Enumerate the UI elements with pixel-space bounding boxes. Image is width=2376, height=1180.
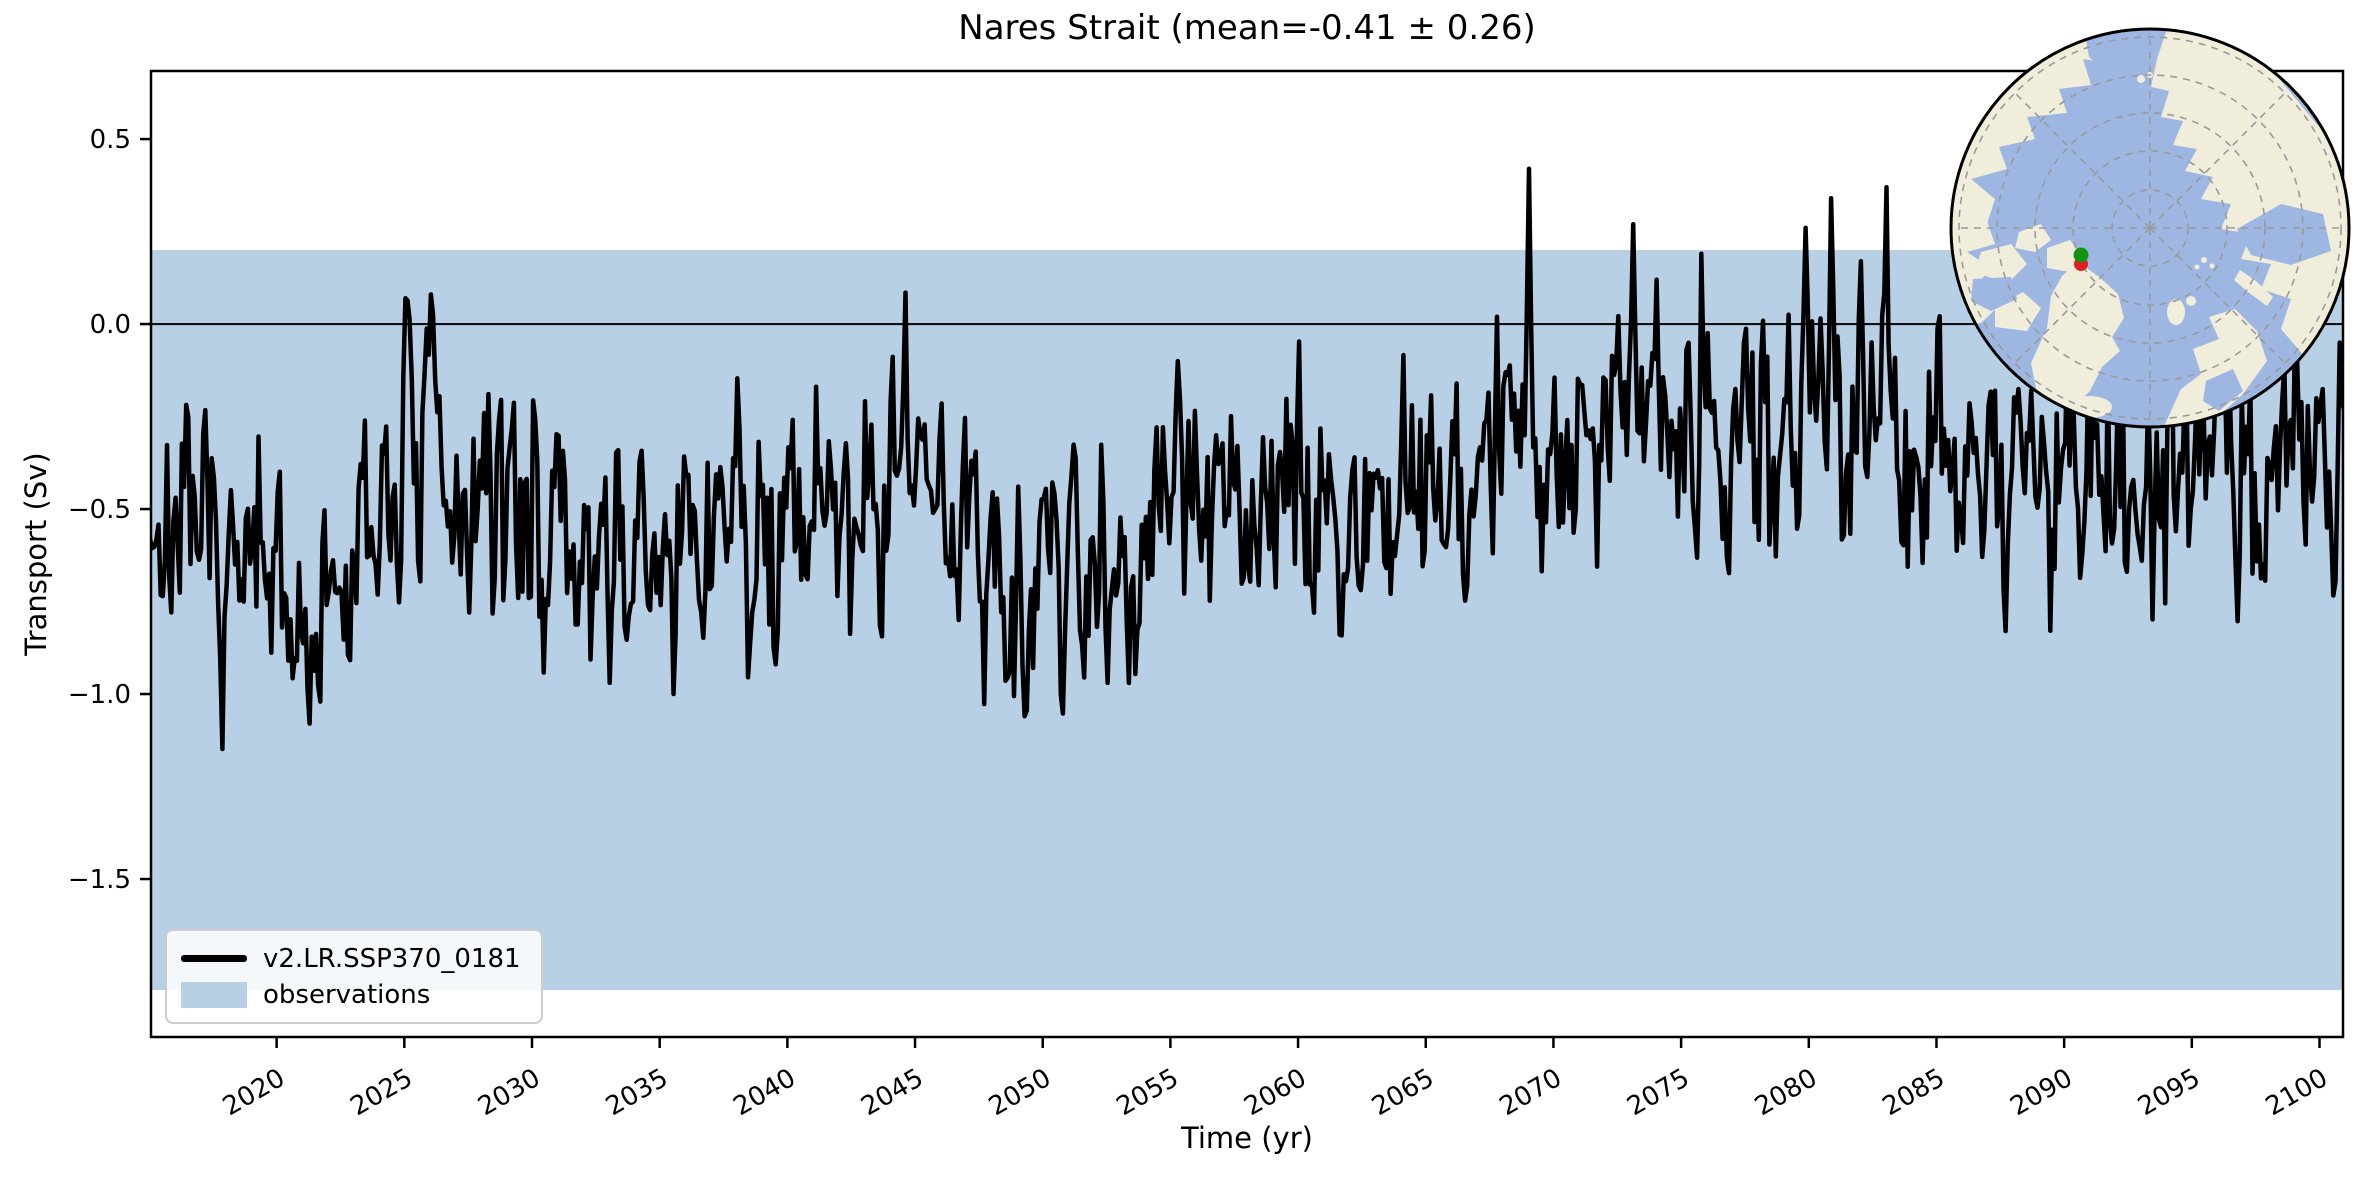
inset-map: [1949, 27, 2351, 429]
x-tick-label: 2060: [1239, 1063, 1311, 1122]
x-tick-label: 2095: [2133, 1063, 2205, 1122]
x-tick-label: 2075: [1622, 1063, 1694, 1122]
x-tick-label: 2035: [601, 1063, 673, 1122]
x-tick-label: 2085: [1878, 1063, 1950, 1122]
y-tick-label: 0.5: [90, 125, 131, 155]
map-border: [1949, 27, 2351, 429]
legend: v2.LR.SSP370_0181 observations: [165, 929, 543, 1024]
x-tick-label: 2050: [984, 1063, 1056, 1122]
chart-title: Nares Strait (mean=-0.41 ± 0.26): [958, 8, 1536, 48]
y-axis-label: Transport (Sv): [19, 452, 53, 656]
legend-band-swatch: [181, 981, 247, 1008]
legend-series-label: v2.LR.SSP370_0181: [263, 943, 521, 974]
x-tick-label: 2045: [856, 1063, 928, 1122]
x-tick-label: 2020: [218, 1063, 290, 1122]
x-axis-label: Time (yr): [1181, 1121, 1313, 1155]
map-graticule: [1958, 36, 2342, 420]
y-tick-label: 0.0: [90, 310, 131, 340]
x-tick-label: 2100: [2261, 1063, 2333, 1122]
axes-frame: [149, 69, 2345, 1039]
legend-item-observations: observations: [181, 979, 527, 1010]
y-tick-label: −1.5: [68, 865, 131, 895]
observations-band: [151, 250, 2343, 991]
series-line: [151, 166, 2343, 752]
x-tick-label: 2030: [473, 1063, 545, 1122]
x-tick-label: 2025: [346, 1063, 418, 1122]
x-tick-label: 2080: [1750, 1063, 1822, 1122]
map-marker-green: [2073, 247, 2089, 263]
x-tick-label: 2070: [1495, 1063, 1567, 1122]
legend-item-series: v2.LR.SSP370_0181: [181, 946, 527, 972]
legend-line-swatch: [181, 955, 247, 962]
x-tick-label: 2065: [1367, 1063, 1439, 1122]
legend-observations-label: observations: [263, 979, 431, 1010]
x-tick-label: 2090: [2005, 1063, 2077, 1122]
x-tick-label: 2040: [729, 1063, 801, 1122]
x-tick-label: 2055: [1112, 1063, 1184, 1122]
y-tick-label: −0.5: [68, 495, 131, 525]
map-sea-inlets: [1971, 29, 2331, 411]
y-tick-label: −1.0: [68, 680, 131, 710]
